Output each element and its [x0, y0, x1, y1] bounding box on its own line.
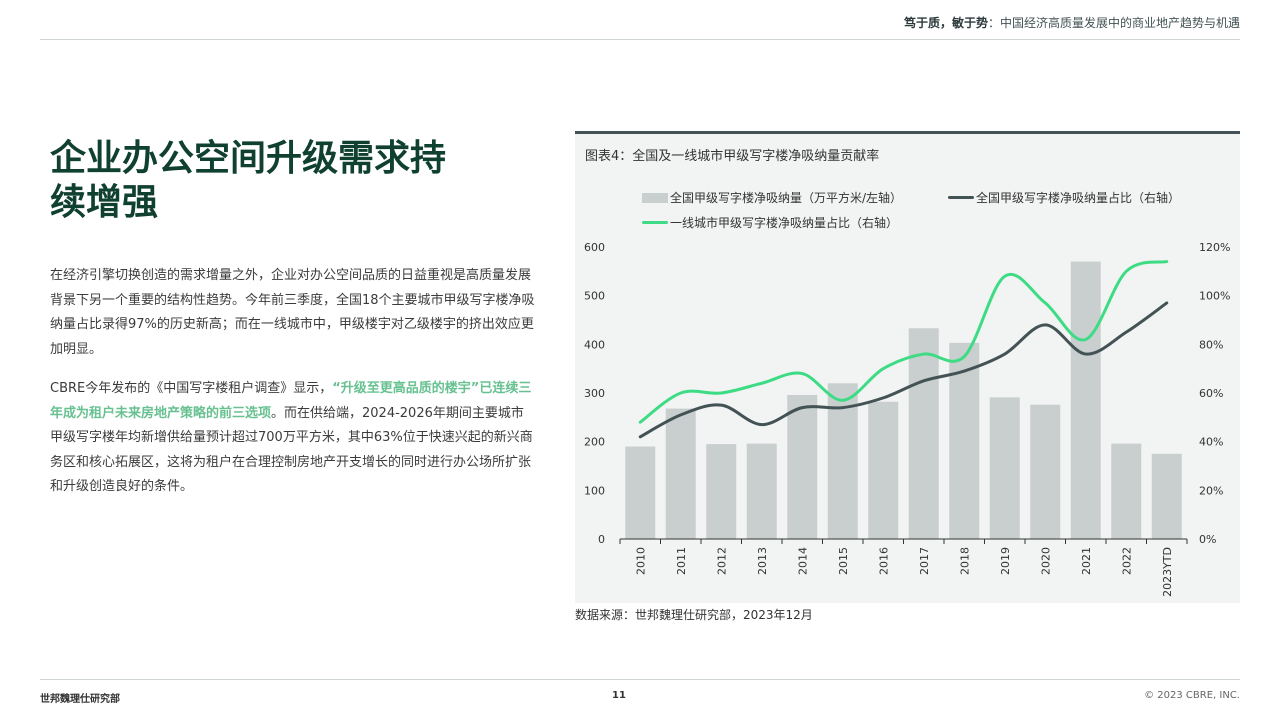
body-paragraph-1: 在经济引擎切换创造的需求增量之外，企业对办公空间品质的日益重视是高质量发展背景下… [50, 268, 535, 357]
y-left-tick-label: 600 [584, 241, 605, 254]
y-left-tick-label: 0 [598, 533, 605, 546]
paragraph2-lead: CBRE今年发布的《中国写字楼租户调查》显示， [50, 381, 333, 396]
legend-bar-swatch [642, 192, 668, 203]
chart-bar [949, 342, 980, 539]
copyright: © 2023 CBRE, INC. [1144, 690, 1240, 701]
x-axis-tick-label: 2010 [634, 547, 647, 575]
y-right-tick-label: 80% [1199, 338, 1223, 351]
chart-bar [908, 328, 939, 539]
x-axis-tick-label: 2017 [918, 547, 931, 575]
y-left-tick-label: 300 [584, 387, 605, 400]
chart-title: 图表4：全国及一线城市甲级写字楼净吸纳量贡献率 [585, 149, 880, 164]
report-header: 笃于质，敏于势：中国经济高质量发展中的商业地产趋势与机遇 [904, 14, 1240, 31]
legend-national-share: 全国甲级写字楼净吸纳量占比（右轴） [948, 189, 1180, 206]
x-axis-tick-label: 2020 [1039, 547, 1052, 575]
y-left-tick-label: 400 [584, 338, 605, 351]
header-bold: 笃于质，敏于势 [903, 16, 988, 30]
y-right-tick-label: 120% [1199, 241, 1230, 254]
chart-bar [1070, 261, 1101, 539]
y-left-tick-label: 200 [584, 436, 605, 449]
x-axis-tick-label: 2013 [756, 547, 769, 575]
header-subtitle: ：中国经济高质量发展中的商业地产趋势与机遇 [987, 16, 1240, 30]
chart-bar [706, 444, 737, 539]
x-axis-tick-label: 2014 [796, 547, 809, 575]
x-axis-tick-label: 2023YTD [1161, 547, 1174, 597]
y-right-tick-label: 40% [1199, 436, 1223, 449]
chart-bar [665, 408, 696, 539]
y-right-tick-label: 100% [1199, 290, 1230, 303]
header-divider [40, 39, 1240, 40]
x-axis-tick-label: 2012 [715, 547, 728, 575]
x-axis-tick-label: 2018 [958, 547, 971, 575]
y-right-tick-label: 20% [1199, 484, 1223, 497]
chart-plot: 0 100 200 300 400 500 600 0% 20% 40% 60% 80% 100% 120… [584, 241, 1230, 597]
legend-label-national-volume: 全国甲级写字楼净吸纳量（万平方米/左轴） [670, 191, 903, 205]
y-right-tick-label: 60% [1199, 387, 1223, 400]
x-axis-tick-label: 2015 [837, 547, 850, 575]
footer-divider [40, 679, 1240, 680]
y-left-tick-label: 500 [584, 290, 605, 303]
national-share-line [638, 301, 1169, 439]
y-right-tick-label: 0% [1199, 533, 1216, 546]
x-axis-tick-label: 2021 [1080, 547, 1093, 575]
chart-bar [1030, 404, 1061, 539]
x-axis-tick-label: 2019 [999, 547, 1012, 575]
y-left-tick-label: 100 [584, 484, 605, 497]
legend-label-tier1-share: 一线城市甲级写字楼净吸纳量占比（右轴） [670, 216, 899, 230]
page-number: 11 [612, 690, 626, 701]
legend-tier1-share: 一线城市甲级写字楼净吸纳量占比（右轴） [642, 214, 898, 231]
chart-bar [746, 443, 777, 539]
chart-bar [868, 401, 899, 539]
legend-national-volume: 全国甲级写字楼净吸纳量（万平方米/左轴） [642, 189, 902, 206]
chart-bar [625, 446, 656, 539]
data-source-note: 数据来源：世邦魏理仕研究部，2023年12月 [575, 608, 813, 622]
chart-bar [1111, 443, 1142, 539]
chart-bar [787, 394, 818, 539]
chart-bar [1151, 453, 1182, 539]
x-axis-tick-label: 2022 [1120, 547, 1133, 575]
legend-dark-line-swatch [948, 196, 974, 199]
chart-bar [989, 397, 1020, 539]
page-title: 企业办公空间升级需求持续增强 [50, 137, 447, 223]
x-axis-tick-label: 2011 [675, 547, 688, 575]
paragraph2-highlight: “升级至更高品质的楼宇”已连续三年成为租户未来房地产策略的前三选项 [50, 381, 532, 421]
tier1-share-line [638, 260, 1169, 424]
paragraph2-tail: 。而在供给端，2024-2026年期间主要城市甲级写字楼年均新增供给量预计超过7… [50, 405, 533, 495]
legend-green-line-swatch [642, 221, 668, 224]
x-axis-tick-label: 2016 [877, 547, 890, 575]
body-paragraph-2: CBRE今年发布的《中国写字楼租户调查》显示，“升级至更高品质的楼宇”已连续三年… [50, 377, 535, 500]
chart-panel: 图表4：全国及一线城市甲级写字楼净吸纳量贡献率 全国甲级写字楼净吸纳量（万平方米… [575, 131, 1240, 603]
legend-label-national-share: 全国甲级写字楼净吸纳量占比（右轴） [976, 191, 1181, 205]
footer-department: 世邦魏理仕研究部 [40, 694, 120, 705]
